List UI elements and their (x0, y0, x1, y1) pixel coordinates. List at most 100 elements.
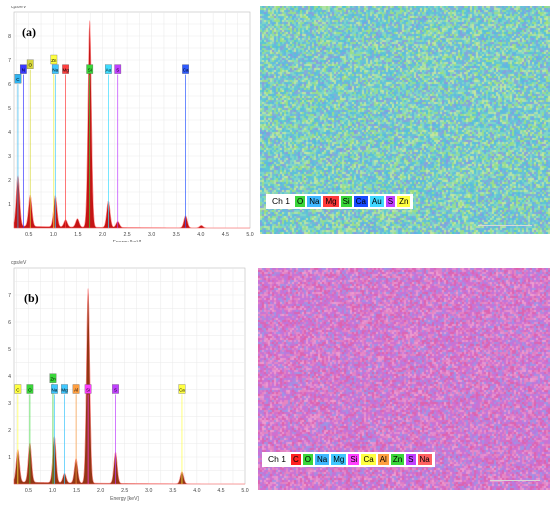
spectrum-chart-a: CNO Zn Na Mg Si Au S Ca 0.5 1.0 1.5 2.0 2.5 3.0 3.5 4.0… (8, 6, 254, 242)
marker-label: C (16, 77, 20, 82)
legend-chip-si: Si (340, 196, 352, 207)
x-tick-label: 3.0 (145, 488, 152, 494)
element-marker-s: S (112, 384, 119, 484)
grid (14, 268, 245, 484)
element-marker-zn: Zn (49, 373, 57, 484)
marker-label: Na (52, 67, 58, 72)
x-tick-label: 1.0 (49, 488, 56, 494)
marker-box (26, 59, 34, 69)
x-tick-label: 4.5 (217, 488, 224, 494)
x-tick-label: 5.0 (246, 232, 253, 238)
marker-label: Ca (183, 67, 189, 72)
marker-box (105, 64, 112, 74)
map-legend-a: Ch 1 O Na Mg Si Ca Au S Zn (266, 194, 414, 209)
x-tick-label: 1.5 (73, 488, 80, 494)
element-marker-ca: Ca (182, 64, 189, 228)
marker-label: Na (52, 387, 58, 392)
marker-label: Zn (50, 377, 56, 382)
legend-chip-ca: Ca (353, 196, 368, 207)
element-marker-o: O (26, 384, 34, 484)
marker-label: Au (106, 67, 112, 72)
x-axis-label: Energy [keV] (110, 496, 139, 502)
marker-label: S (116, 67, 119, 72)
marker-box (61, 384, 68, 394)
element-marker-c: C (14, 384, 22, 484)
y-tick-label: 3 (8, 401, 11, 407)
marker-box (19, 64, 27, 74)
y-tick-label: 4 (8, 130, 11, 136)
y-axis: 1 2 3 4 5 6 7 (8, 293, 11, 461)
marker-box (72, 384, 80, 394)
marker-box (14, 384, 22, 394)
marker-box (178, 384, 186, 394)
marker-box (51, 64, 59, 74)
marker-box (26, 384, 34, 394)
x-tick-label: 1.5 (74, 232, 81, 238)
marker-label: Mg (61, 387, 68, 392)
legend-chip-na: Na (417, 454, 432, 465)
legend-chip-c: C (290, 454, 301, 465)
element-marker-mg: Mg (61, 384, 68, 484)
marker-label: Si (88, 67, 92, 72)
element-map-a: Ch 1 O Na Mg Si Ca Au S Zn (260, 6, 550, 234)
y-tick-label: 2 (8, 178, 11, 184)
x-tick-label: 2.0 (97, 488, 104, 494)
legend-chip-na: Na (314, 454, 330, 465)
scale-bar-b (490, 480, 540, 481)
marker-label: S (114, 387, 117, 392)
legend-chip-s: S (406, 454, 416, 465)
x-tick-label: 0.5 (25, 232, 32, 238)
marker-box (114, 64, 122, 74)
panel-label: (a) (22, 25, 36, 39)
element-marker-n: N (19, 64, 27, 228)
element-marker-na: Na (51, 64, 59, 228)
legend-chip-au: Au (369, 196, 384, 207)
y-tick-label: 5 (8, 347, 11, 353)
x-tick-label: 4.5 (222, 232, 229, 238)
spectrum-line (13, 20, 250, 229)
element-marker-ca: Ca (178, 384, 186, 484)
x-tick-label: 2.0 (99, 232, 106, 238)
y-tick-label: 6 (8, 320, 11, 326)
marker-label: O (28, 387, 32, 392)
x-tick-label: 3.5 (173, 232, 180, 238)
y-axis: 1 2 3 4 5 6 7 8 (8, 34, 11, 208)
legend-chip-s: S (385, 196, 396, 207)
legend-chip-na: Na (307, 196, 322, 207)
y-tick-label: 1 (8, 455, 11, 461)
y-tick-label: 4 (8, 374, 11, 380)
y-axis-label: cps/eV (11, 6, 27, 10)
x-axis-label: Energy [keV] (113, 240, 142, 242)
legend-chip-si: Si (348, 454, 360, 465)
y-tick-label: 5 (8, 106, 11, 112)
x-axis: 0.5 1.0 1.5 2.0 2.5 3.0 3.5 4.0 4.5 5.0 (25, 232, 254, 238)
legend-channel: Ch 1 (268, 454, 286, 464)
marker-box (51, 384, 58, 394)
marker-box (84, 384, 92, 394)
map-legend-b: Ch 1 C O Na Mg Si Ca Al Zn S Na (262, 452, 435, 467)
spectrum-panel-b: C O Zn Na Mg Al Si S Ca 0.5 1.0 1.5 2.0 2.5 3.0 3.5 4.0 4… (0, 258, 255, 504)
y-tick-label: 8 (8, 34, 11, 40)
x-tick-label: 2.5 (123, 232, 130, 238)
marker-box (49, 373, 57, 383)
spectrum-chart-b: C O Zn Na Mg Al Si S Ca 0.5 1.0 1.5 2.0 2.5 3.0 3.5 4.0 4… (8, 260, 249, 502)
marker-label: C (16, 387, 20, 392)
marker-label: Mg (62, 67, 69, 72)
element-marker-na: Na (51, 384, 58, 484)
legend-chip-zn: Zn (397, 196, 411, 207)
y-tick-label: 1 (8, 202, 11, 208)
marker-box (62, 64, 69, 74)
marker-label: Ca (179, 387, 185, 392)
spectrum-panel-a: C N O Zn Na Mg Si Au S Ca 0.5 1.0 1.5 2.0 2.5 3.0 3.5 4.0… (0, 6, 255, 242)
marker-box (112, 384, 119, 394)
x-tick-label: 5.0 (241, 488, 248, 494)
marker-box (86, 64, 94, 74)
y-tick-label: 7 (8, 58, 11, 64)
legend-chip-o: O (302, 454, 313, 465)
legend-chip-o: O (294, 196, 306, 207)
legend-chip-mg: Mg (323, 196, 339, 207)
marker-box (50, 54, 58, 65)
element-marker-o: O (26, 59, 34, 228)
y-axis-label: cps/eV (11, 260, 27, 266)
legend-chip-mg: Mg (331, 454, 347, 465)
